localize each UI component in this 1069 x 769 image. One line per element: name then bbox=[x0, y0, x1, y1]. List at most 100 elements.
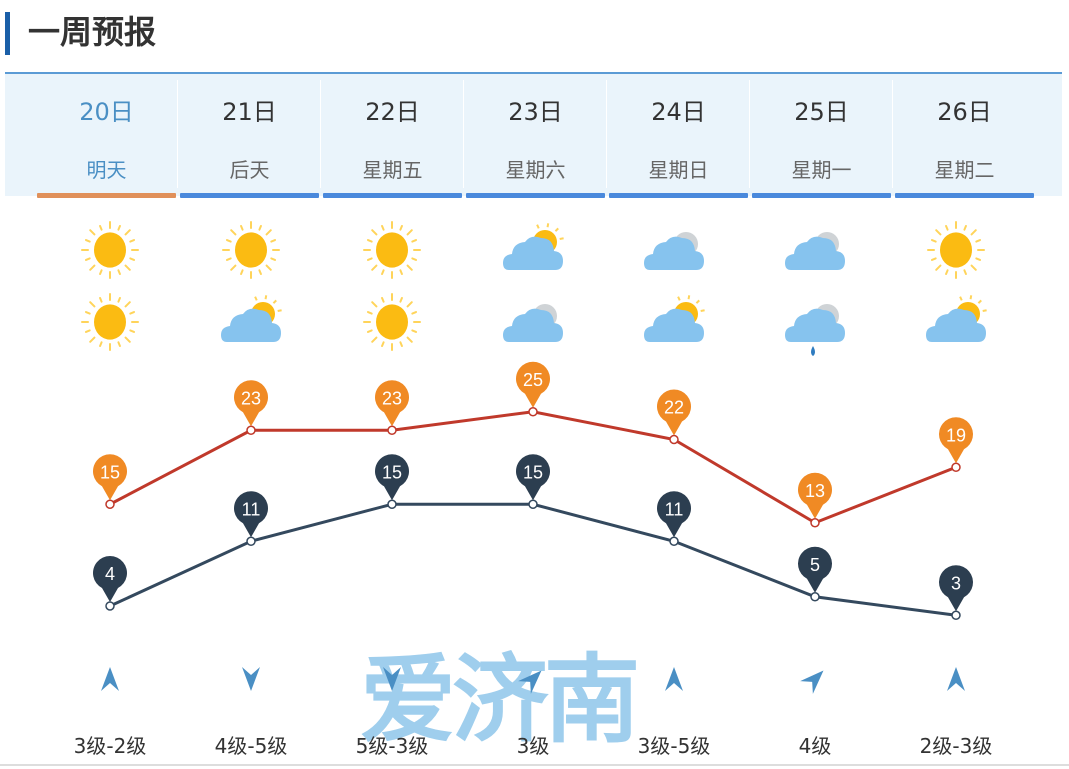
tab-date: 26日 bbox=[937, 98, 992, 126]
temperature-chart: 15 23 23 25 22 13 19 4 11 15 15 11 5 3 bbox=[93, 361, 973, 620]
high-temp-pin bbox=[374, 380, 409, 427]
tab-indicator bbox=[752, 193, 891, 198]
partly-cloudy-icon bbox=[924, 290, 988, 354]
low-temp-point bbox=[528, 499, 538, 509]
tab-date: 22日 bbox=[365, 98, 420, 126]
high-temp-label: 22 bbox=[664, 398, 684, 418]
high-temp-label: 23 bbox=[241, 388, 261, 408]
tab-date: 23日 bbox=[508, 98, 563, 126]
sunny-icon bbox=[78, 290, 142, 354]
wind-level: 3级-2级 bbox=[73, 734, 147, 758]
high-temp-pin bbox=[233, 380, 269, 427]
tab-day-2[interactable]: 22日 星期五 bbox=[321, 74, 464, 198]
cloudy-icon bbox=[642, 218, 706, 282]
low-temp-pin bbox=[374, 454, 409, 501]
tab-indicator bbox=[466, 193, 605, 198]
low-temp-pin bbox=[798, 546, 833, 593]
high-temp-pin bbox=[657, 389, 692, 436]
wind-level: 5级-3级 bbox=[355, 734, 429, 758]
high-temp-pin bbox=[516, 361, 550, 408]
tab-weekday: 星期日 bbox=[648, 158, 709, 182]
low-temp-label: 15 bbox=[523, 462, 543, 482]
low-temp-point bbox=[951, 610, 961, 620]
low-temp-label: 11 bbox=[242, 499, 261, 519]
high-temp-pin bbox=[93, 454, 127, 501]
partly-cloudy-icon bbox=[219, 290, 283, 354]
low-temp-label: 4 bbox=[105, 564, 115, 584]
high-temp-pin bbox=[798, 472, 833, 519]
high-temp-label: 23 bbox=[382, 388, 402, 408]
partly-cloudy-icon bbox=[501, 218, 565, 282]
wind-level: 4级 bbox=[798, 734, 832, 758]
high-temp-label: 25 bbox=[523, 370, 543, 390]
sunny-icon bbox=[219, 218, 283, 282]
tab-weekday: 后天 bbox=[229, 158, 270, 182]
tab-date: 25日 bbox=[794, 98, 849, 126]
tab-date: 24日 bbox=[651, 98, 706, 126]
wind-direction-icon bbox=[512, 658, 554, 700]
low-temp-label: 5 bbox=[810, 555, 820, 575]
tab-weekday: 明天 bbox=[86, 158, 127, 182]
tab-weekday: 星期五 bbox=[362, 158, 423, 182]
low-temp-point bbox=[810, 592, 820, 602]
wind-level: 2级-3级 bbox=[919, 734, 993, 758]
low-temp-point bbox=[105, 601, 115, 611]
high-temp-point bbox=[105, 499, 115, 509]
wind-direction-icon bbox=[794, 658, 836, 700]
tab-indicator bbox=[323, 193, 462, 198]
high-temp-point bbox=[387, 425, 397, 435]
tab-weekday: 星期六 bbox=[505, 158, 566, 182]
cloudy-icon bbox=[501, 290, 565, 354]
tab-indicator bbox=[37, 193, 176, 198]
tab-date: 20日 bbox=[79, 98, 134, 126]
wind-direction-icon bbox=[236, 664, 266, 694]
tab-indicator bbox=[609, 193, 748, 198]
wind-level: 4级-5级 bbox=[214, 734, 288, 758]
sunny-icon bbox=[360, 290, 424, 354]
tab-day-0[interactable]: 20日 明天 bbox=[35, 74, 178, 198]
high-temp-label: 13 bbox=[805, 481, 825, 501]
high-temp-point bbox=[669, 434, 679, 445]
high-temp-pin bbox=[939, 417, 973, 464]
tab-separator bbox=[177, 80, 178, 188]
tab-day-6[interactable]: 26日 星期二 bbox=[893, 74, 1036, 198]
tab-separator bbox=[749, 80, 750, 188]
cloudy-icon bbox=[783, 218, 847, 282]
tab-weekday: 星期一 bbox=[791, 158, 852, 182]
tab-weekday: 星期二 bbox=[934, 158, 995, 182]
page-title: 一周预报 bbox=[28, 13, 157, 51]
tab-separator bbox=[463, 80, 464, 188]
day-tabs: 20日 明天 21日 后天 22日 星期五 23日 星期六 24日 星期日 25… bbox=[5, 72, 1062, 198]
title-accent-bar bbox=[5, 12, 10, 55]
wind-direction-icon bbox=[659, 664, 689, 694]
tab-indicator bbox=[895, 193, 1034, 198]
divider bbox=[0, 764, 1069, 766]
low-temp-point bbox=[669, 536, 679, 546]
tab-day-4[interactable]: 24日 星期日 bbox=[607, 74, 750, 198]
watermark-logo: 爱济南 bbox=[360, 644, 640, 756]
high-temp-point bbox=[951, 462, 961, 472]
low-temp-pin bbox=[657, 491, 692, 538]
low-temp-point bbox=[246, 536, 256, 546]
tab-day-1[interactable]: 21日 后天 bbox=[178, 74, 321, 198]
wind-direction-icon bbox=[95, 664, 125, 694]
tab-separator bbox=[606, 80, 607, 188]
sunny-icon bbox=[360, 218, 424, 282]
partly-cloudy-icon bbox=[642, 290, 706, 354]
low-temp-label: 15 bbox=[382, 462, 402, 482]
high-temp-point bbox=[810, 518, 820, 528]
wind-level: 3级 bbox=[516, 734, 550, 758]
low-temp-point bbox=[387, 499, 397, 509]
tab-separator bbox=[892, 80, 893, 188]
tab-day-3[interactable]: 23日 星期六 bbox=[464, 74, 607, 198]
high-temp-label: 19 bbox=[946, 425, 966, 445]
sunny-icon bbox=[78, 218, 142, 282]
low-temp-pin bbox=[93, 556, 127, 602]
tab-date: 21日 bbox=[222, 98, 277, 126]
wind-direction-icon bbox=[377, 664, 407, 694]
light-rain-icon bbox=[783, 290, 847, 356]
tab-day-5[interactable]: 25日 星期一 bbox=[750, 74, 893, 198]
sunny-icon bbox=[924, 218, 988, 282]
low-temp-pin bbox=[516, 454, 550, 501]
tab-indicator bbox=[180, 193, 319, 198]
